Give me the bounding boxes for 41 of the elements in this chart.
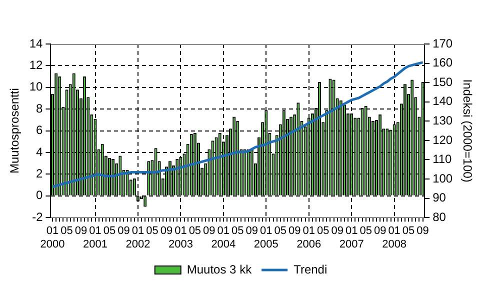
x-tick-label: 05 [103, 225, 116, 238]
x-tick-label: 05 [274, 225, 287, 238]
x-tick-label: 09 [288, 225, 301, 238]
y2-tick-label: 130 [432, 113, 453, 128]
y-tick-label: 0 [36, 188, 44, 202]
y-tick-label: 4 [36, 144, 44, 159]
legend-label: Trendi [294, 262, 328, 276]
y-tick-label: 2 [36, 166, 44, 181]
x-tick-label: 05 [188, 225, 202, 238]
y2-tick-label: 120 [432, 132, 453, 147]
y-axis-title: Muutosprosentti [8, 88, 22, 174]
y2-tick-label: 110 [432, 152, 452, 166]
x-tick-label: 05 [232, 225, 244, 238]
x-tick-label: 05 [146, 225, 158, 238]
y2-tick-label: 90 [432, 190, 446, 205]
x-tick-label: 05 [60, 225, 73, 238]
x-tick-label: 09 [118, 225, 130, 238]
y-tick-label: 6 [36, 123, 44, 138]
y2-tick-label: 160 [432, 56, 453, 70]
y-tick-label: 14 [29, 36, 44, 50]
y2-tick-label: 150 [432, 74, 453, 89]
legend-label: Muutos 3 kk [186, 262, 253, 276]
x-tick-label: 09 [374, 225, 386, 238]
x-tick-label: 05 [402, 225, 415, 238]
y-tick-label: -2 [32, 210, 44, 224]
y2-tick-label: 170 [432, 36, 453, 50]
y2-tick-label: 140 [432, 94, 453, 108]
y-tick-label: 10 [29, 80, 44, 94]
x-tick-label: 09 [331, 225, 344, 238]
x-tick-label: 09 [160, 225, 173, 238]
x-tick-label: 09 [246, 225, 258, 238]
x-tick-label: 05 [360, 225, 372, 238]
x-tick-label: 05 [316, 225, 330, 238]
y2-axis-title: Indeksi (2000=100) [460, 79, 474, 182]
x-tick-label: 09 [203, 225, 216, 238]
y-tick-label: 12 [29, 58, 44, 72]
y2-tick-label: 80 [432, 210, 446, 224]
y-tick-label: 8 [36, 101, 44, 116]
x-tick-label: 09 [74, 225, 88, 238]
y2-tick-label: 100 [432, 171, 453, 186]
x-tick-label: 09 [416, 225, 429, 238]
